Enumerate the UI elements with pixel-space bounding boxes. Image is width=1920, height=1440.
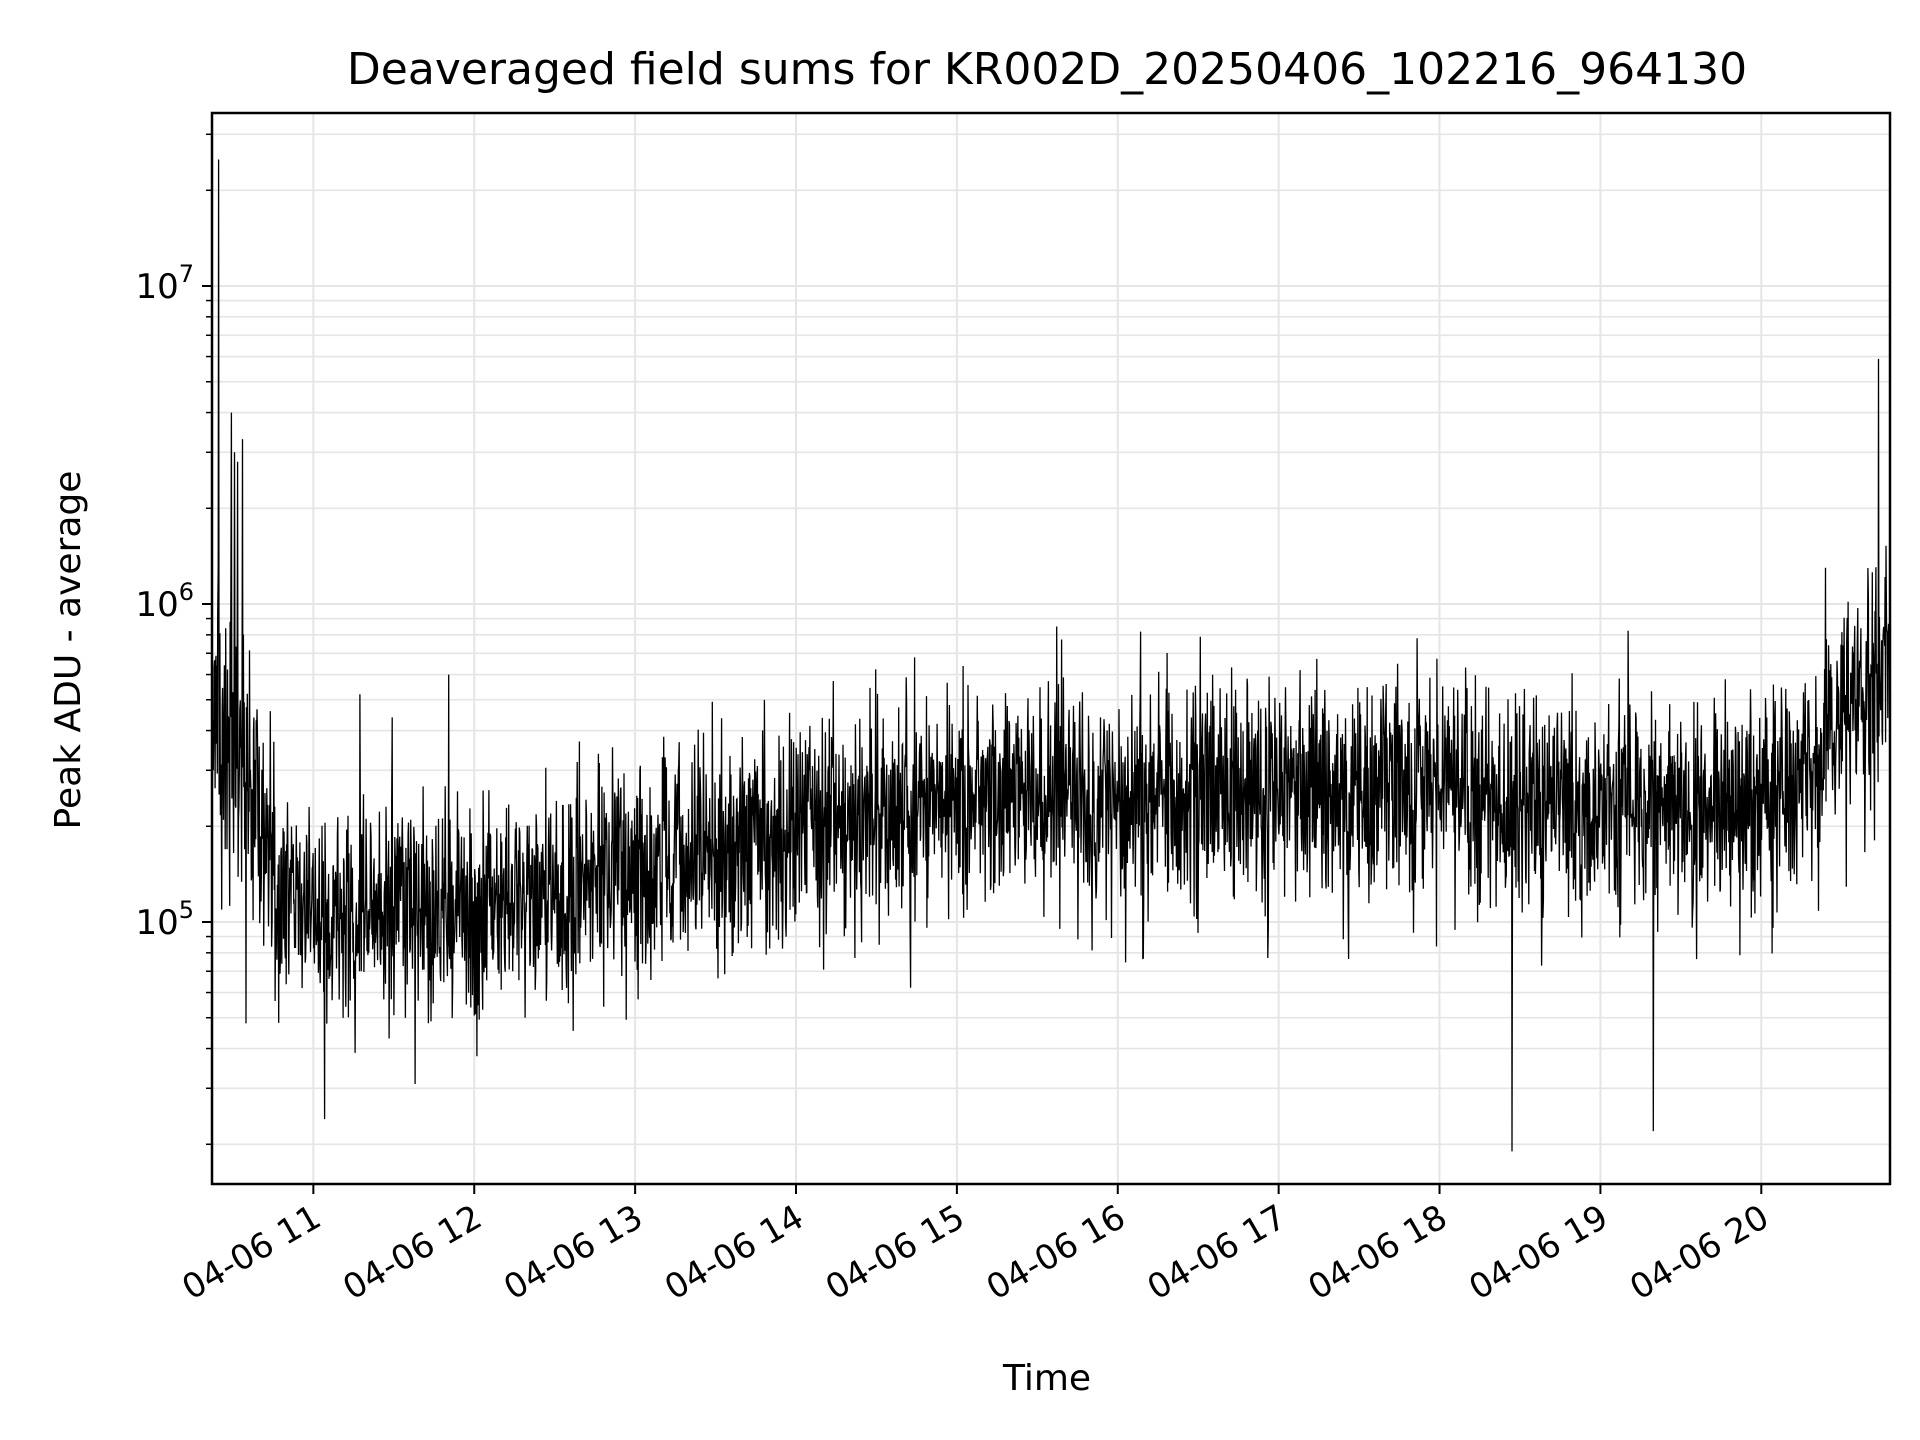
y-axis-label: Peak ADU - average xyxy=(48,471,89,830)
y-tick-label: 106 xyxy=(135,578,194,625)
y-tick-label: 105 xyxy=(135,896,194,943)
chart-title: Deaveraged field sums for KR002D_2025040… xyxy=(347,44,1747,95)
axes-frame xyxy=(210,111,1892,1186)
series-line xyxy=(211,159,1891,1152)
x-axis-label: Time xyxy=(1002,1358,1091,1399)
y-tick-label: 107 xyxy=(135,260,194,307)
data-layer xyxy=(211,159,1891,1152)
